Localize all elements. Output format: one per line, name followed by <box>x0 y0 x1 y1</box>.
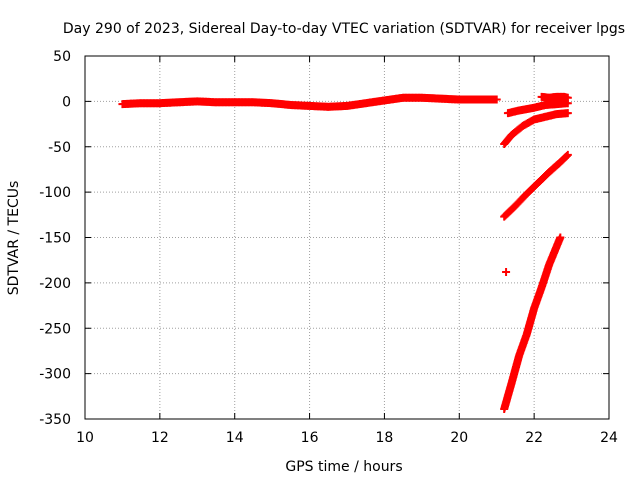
x-tick-label: 16 <box>301 430 319 446</box>
y-tick-label: -50 <box>48 140 71 156</box>
data-points <box>118 92 572 414</box>
series-arc-upper-right <box>503 99 572 118</box>
data-point-marker <box>502 267 511 276</box>
series-arc-top-right-cluster <box>537 92 572 102</box>
y-tick-label: 0 <box>62 94 71 110</box>
series-arc-minus-125 <box>500 150 572 221</box>
x-tick-label: 14 <box>226 430 244 446</box>
y-tick-label: -350 <box>39 412 71 428</box>
series-arc-minus-45 <box>500 109 572 149</box>
data-point-marker <box>492 95 501 104</box>
y-tick-label: -100 <box>39 185 71 201</box>
x-tick-label: 22 <box>525 430 543 446</box>
y-tick-label: -200 <box>39 276 71 292</box>
data-point-marker <box>562 151 571 160</box>
series-main-arc <box>118 93 501 111</box>
y-axis-label: SDTVAR / TECUs <box>6 181 22 296</box>
x-tick-label: 24 <box>600 430 618 446</box>
x-axis-label: GPS time / hours <box>285 459 402 475</box>
data-point-marker <box>556 233 565 242</box>
data-point-marker <box>563 109 572 118</box>
data-point-marker <box>563 93 572 102</box>
x-tick-label: 18 <box>376 430 394 446</box>
x-tick-label: 12 <box>151 430 169 446</box>
axis-ticks: 10 12 14 16 18 20 22 24 50 0 -50 -100 -150 -200 -250 -3… <box>39 49 618 446</box>
series-arc-minus-340 <box>500 233 565 414</box>
y-tick-label: -150 <box>39 231 71 247</box>
chart-title: Day 290 of 2023, Sidereal Day-to-day VTE… <box>63 21 625 37</box>
data-point-marker <box>563 150 572 159</box>
x-tick-label: 20 <box>450 430 468 446</box>
series-isolated-point <box>502 267 511 276</box>
y-tick-label: 50 <box>53 49 71 65</box>
y-tick-label: -250 <box>39 321 71 337</box>
x-tick-label: 10 <box>76 430 94 446</box>
y-tick-label: -300 <box>39 367 71 383</box>
